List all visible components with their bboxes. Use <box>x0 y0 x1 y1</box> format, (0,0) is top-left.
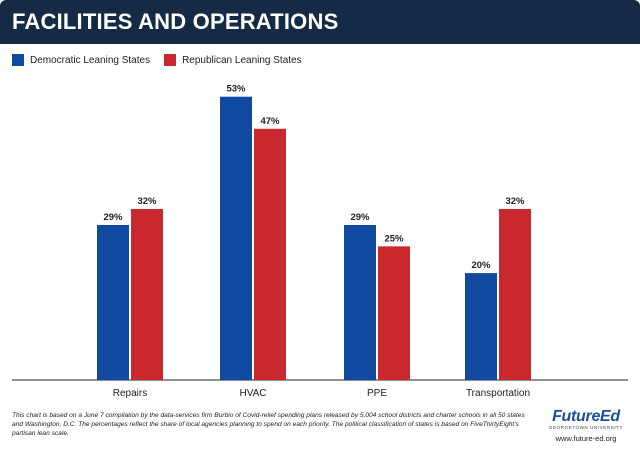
data-label-transportation-democratic: 20% <box>471 260 491 271</box>
data-label-hvac-democratic: 53% <box>226 84 246 95</box>
header-bar: FACILITIES AND OPERATIONS <box>0 0 640 44</box>
data-label-hvac-republican: 47% <box>260 116 280 127</box>
legend-item-republican: Republican Leaning States <box>164 54 302 66</box>
bar-transportation-democratic <box>465 273 497 380</box>
legend-label-democratic: Democratic Leaning States <box>30 54 151 66</box>
bar-ppe-democratic <box>344 224 376 380</box>
data-label-repairs-republican: 32% <box>137 196 157 207</box>
legend-item-democratic: Democratic Leaning States <box>12 54 150 66</box>
footnote: This chart is based on a June 7 compilat… <box>12 412 525 437</box>
data-label-repairs-democratic: 29% <box>103 212 123 223</box>
bar-ppe-republican <box>378 246 410 380</box>
bar-chart: 29% 32% Repairs 53% 47% HVAC 29% 25% PPE 20% 32% Tr… <box>12 84 628 399</box>
category-label-repairs: Repairs <box>113 388 147 399</box>
legend-swatch-republican <box>164 54 177 66</box>
category-label-ppe: PPE <box>367 388 387 399</box>
bar-repairs-republican <box>131 208 163 380</box>
data-label-transportation-republican: 32% <box>505 196 525 207</box>
data-label-ppe-republican: 25% <box>384 233 404 244</box>
logo-name: FutureEd <box>552 408 620 425</box>
logo-subtitle: GEORGETOWN UNIVERSITY <box>548 425 624 430</box>
bar-transportation-republican <box>499 208 531 380</box>
legend-swatch-democratic <box>12 54 24 66</box>
logo-url[interactable]: www.future-ed.org <box>555 434 617 443</box>
futureed-logo: FutureEd GEORGETOWN UNIVERSITY www.futur… <box>540 408 632 443</box>
data-label-ppe-democratic: 29% <box>350 212 370 223</box>
category-label-hvac: HVAC <box>239 388 266 399</box>
bar-hvac-democratic <box>220 96 252 380</box>
legend-label-republican: Republican Leaning States <box>182 54 302 66</box>
category-label-transportation: Transportation <box>466 388 530 399</box>
chart-title: FACILITIES AND OPERATIONS <box>12 9 339 34</box>
legend: Democratic Leaning States Republican Lea… <box>12 54 316 66</box>
bar-repairs-democratic <box>97 224 129 380</box>
bar-hvac-republican <box>254 128 286 380</box>
